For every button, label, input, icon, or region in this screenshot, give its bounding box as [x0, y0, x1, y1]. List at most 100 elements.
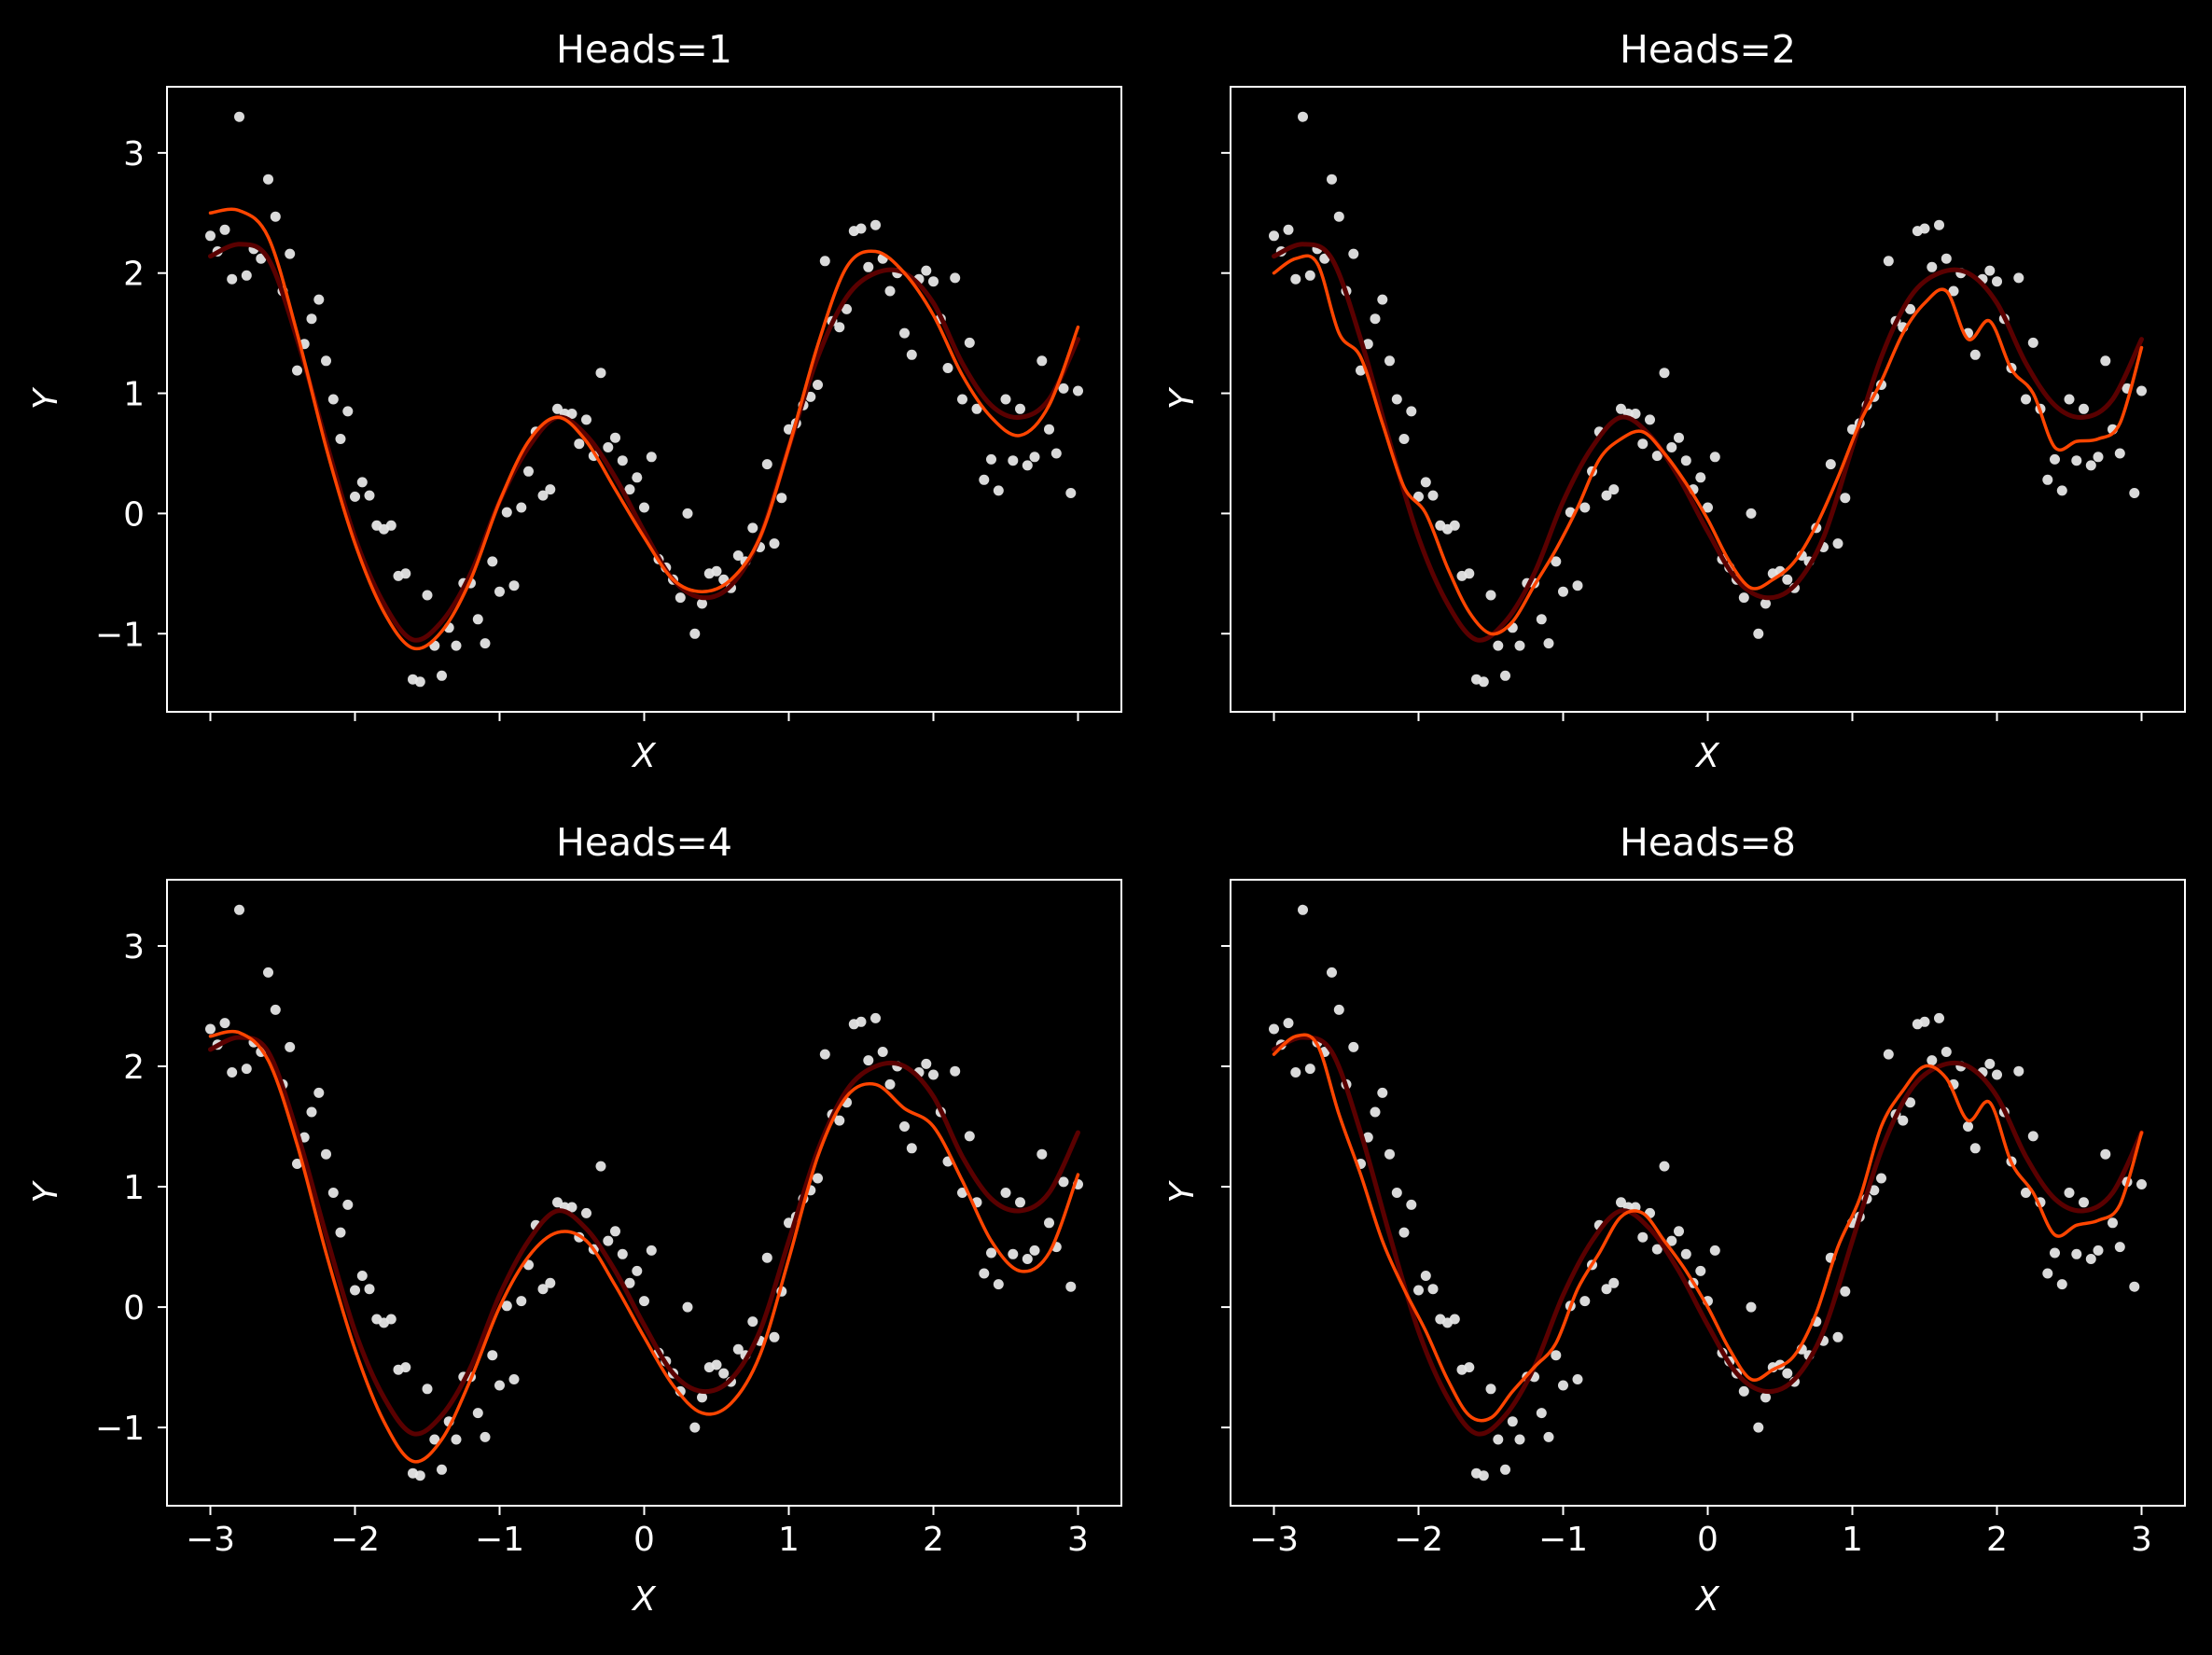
scatter-point	[1927, 1055, 1938, 1066]
scatter-point	[877, 1047, 888, 1057]
scatter-point	[321, 1148, 331, 1160]
scatter-point	[2027, 337, 2038, 348]
scatter-point	[899, 1121, 910, 1132]
scatter-point	[610, 1226, 620, 1237]
x-axis-label: X	[631, 737, 657, 775]
scatter-point	[1000, 394, 1011, 405]
scatter-point	[414, 1470, 425, 1481]
scatter-point	[957, 394, 967, 405]
scatter-point	[350, 1285, 360, 1296]
scatter-point	[1738, 1385, 1749, 1397]
scatter-point	[400, 1362, 411, 1373]
scatter-point	[1674, 432, 1684, 443]
scatter-point	[1044, 1217, 1054, 1229]
scatter-point	[1029, 452, 1040, 463]
scatter-point	[1934, 219, 1944, 230]
scatter-point	[1298, 111, 1308, 122]
scatter-point	[487, 1350, 498, 1361]
scatter-point	[1558, 1380, 1568, 1391]
scatter-point	[718, 1368, 730, 1379]
scatter-point	[993, 1279, 1004, 1290]
scatter-point	[1327, 174, 1337, 185]
scatter-point	[711, 1359, 722, 1370]
scatter-point	[285, 248, 296, 259]
scatter-point	[1449, 1314, 1460, 1325]
scatter-point	[256, 253, 267, 264]
scatter-point	[1905, 1097, 1915, 1108]
scatter-point	[813, 1173, 823, 1184]
scatter-point	[1651, 1244, 1662, 1255]
scatter-point	[1840, 1286, 1851, 1297]
prediction-line	[208, 1029, 1080, 1464]
scatter-point	[747, 1316, 758, 1328]
scatter-point	[950, 272, 961, 284]
scatter-point	[270, 211, 281, 222]
scatter-point	[1608, 484, 1620, 495]
scatter-point	[697, 1392, 707, 1403]
scatter-point	[1825, 459, 1836, 470]
scatter-point	[2093, 452, 2104, 463]
truth-line	[208, 242, 1080, 643]
scatter-point	[2093, 1245, 2104, 1256]
scatter-point	[327, 394, 339, 405]
scatter-point	[1427, 490, 1439, 501]
x-tick-label: −1	[1538, 1521, 1588, 1559]
scatter-point	[689, 1422, 701, 1433]
scatter-point	[1008, 1248, 1019, 1259]
scatter-point	[1905, 303, 1915, 314]
scatter-point	[2114, 1242, 2125, 1253]
scatter-point	[1984, 265, 1996, 276]
scatter-point	[480, 638, 491, 649]
scatter-point	[1630, 409, 1641, 419]
scatter-point	[1883, 256, 1894, 267]
scatter-point	[1608, 1277, 1620, 1288]
scatter-point	[2021, 1188, 2031, 1198]
scatter-point	[761, 1252, 772, 1263]
scatter-point	[1558, 586, 1568, 597]
scatter-point	[487, 556, 498, 567]
scatter-point	[834, 1115, 845, 1126]
scatter-point	[1934, 1012, 1944, 1023]
prediction-line	[1272, 254, 2144, 636]
scatter-point	[422, 590, 433, 601]
x-tick-label: 1	[778, 1521, 800, 1559]
scatter-point	[1478, 1470, 1489, 1481]
scatter-point	[437, 1464, 447, 1475]
scatter-point	[921, 1058, 932, 1069]
scatter-point	[1695, 1265, 1706, 1276]
scatter-point	[1536, 614, 1547, 625]
scatter-point	[682, 1301, 693, 1313]
scatter-point	[1333, 211, 1344, 222]
scatter-point	[2071, 1248, 2082, 1259]
scatter-point	[306, 1106, 317, 1118]
scatter-point	[1543, 638, 1554, 649]
scatter-point	[342, 406, 354, 417]
scatter-point	[263, 967, 273, 978]
scatter-point	[227, 273, 238, 285]
scatter-point	[1304, 1064, 1315, 1075]
y-axis-label: Y	[1163, 386, 1202, 410]
truth-line	[1272, 242, 2144, 643]
scatter-point	[2079, 403, 2089, 414]
scatter-point	[350, 491, 360, 502]
scatter-point	[1391, 1188, 1402, 1198]
scatter-point	[1420, 477, 1431, 488]
scatter-point	[1832, 1331, 1843, 1342]
scatter-point	[552, 1197, 563, 1208]
scatter-point	[964, 1131, 975, 1142]
y-tick-label: 1	[123, 1169, 145, 1207]
scatter-point	[632, 1265, 643, 1276]
scatter-point	[1746, 1301, 1757, 1313]
scatter-point	[1478, 676, 1489, 688]
scatter-point	[205, 230, 216, 242]
scatter-point	[603, 1235, 614, 1246]
scatter-point	[2050, 453, 2060, 465]
y-axis-label: Y	[27, 1180, 65, 1203]
scatter-point	[732, 1343, 744, 1355]
scatter-point	[1919, 223, 1930, 234]
scatter-point	[1304, 270, 1315, 281]
scatter-point	[2085, 1254, 2096, 1264]
scatter-point	[1000, 1188, 1011, 1198]
scatter-point	[313, 1087, 325, 1098]
scatter-point	[1065, 1281, 1077, 1292]
